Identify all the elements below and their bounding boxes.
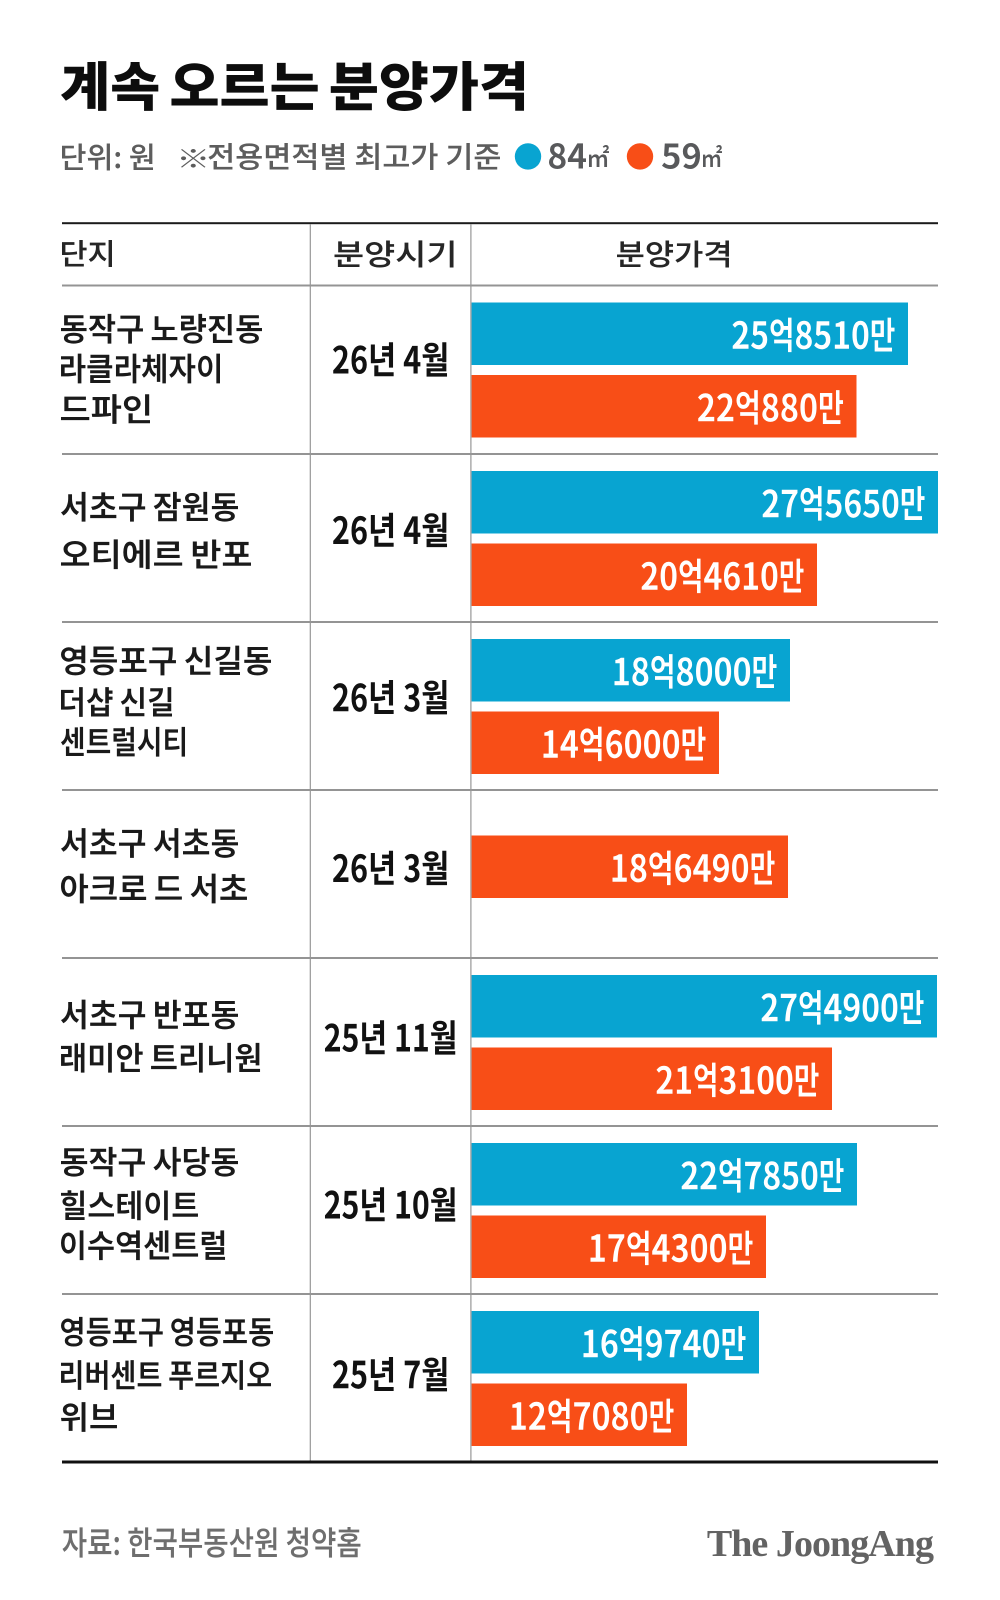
svg-text:The JoongAng: The JoongAng — [707, 1523, 934, 1565]
